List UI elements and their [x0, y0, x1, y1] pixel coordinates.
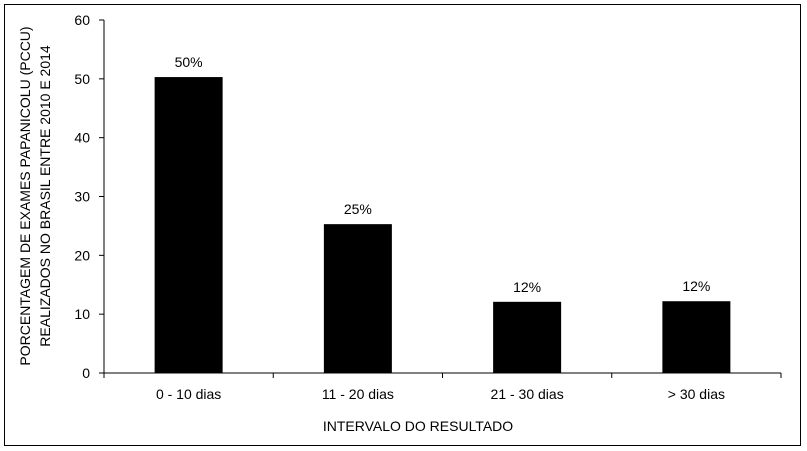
x-category-label: 11 - 20 dias	[322, 386, 394, 402]
bars-group	[154, 77, 731, 374]
y-tick-label: 0	[82, 365, 90, 381]
bar-data-label: 50%	[175, 54, 203, 70]
x-axis-title: INTERVALO DO RESULTADO	[323, 418, 513, 434]
y-tick-label: 50	[74, 71, 90, 87]
y-tick-label: 30	[74, 189, 90, 205]
x-category-label: 21 - 30 dias	[491, 386, 564, 402]
y-ticks-group: 0 10 20 30 40 50 60	[74, 12, 104, 381]
bar-data-label: 12%	[682, 278, 710, 294]
y-axis-title-line-1: PORCENTAGEM DE EXAMES PAPANICOLU (PCCU)	[17, 26, 33, 365]
bar-data-label: 25%	[344, 201, 372, 217]
x-category-label: 0 - 10 dias	[156, 386, 221, 402]
bar	[323, 224, 392, 373]
chart-border	[4, 4, 801, 446]
bar	[154, 77, 223, 374]
y-axis-title-line-2: REALIZADOS NO BRASIL ENTRE 2010 E 2014	[37, 45, 53, 347]
y-axis-title: PORCENTAGEM DE EXAMES PAPANICOLU (PCCU) …	[17, 26, 53, 365]
y-tick-label: 10	[74, 306, 90, 322]
y-tick-label: 40	[74, 130, 90, 146]
bar	[493, 301, 562, 373]
x-category-label: > 30 dias	[668, 386, 725, 402]
y-tick-label: 20	[74, 247, 90, 263]
x-ticks-group: 0 - 10 dias 11 - 20 dias 21 - 30 dias > 30 …	[103, 373, 782, 402]
y-tick-label: 60	[74, 12, 90, 28]
bar	[662, 301, 731, 373]
bar-data-label: 12%	[513, 279, 541, 295]
data-labels-group: 50% 25% 12% 12%	[175, 54, 711, 295]
